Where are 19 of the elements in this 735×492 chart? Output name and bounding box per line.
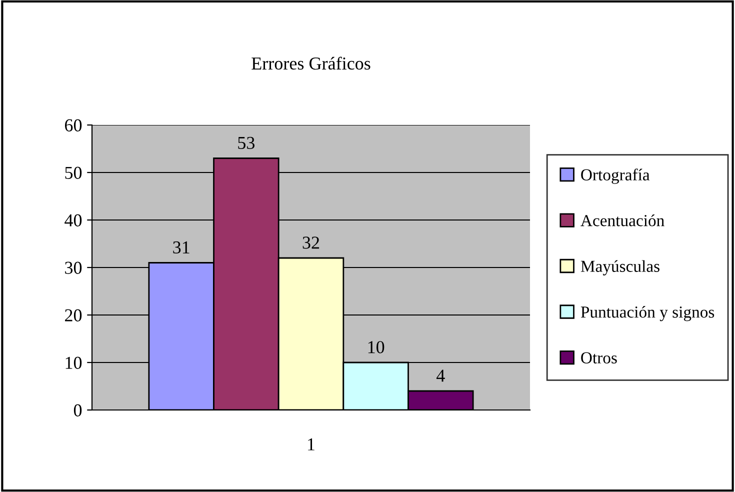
data-label: 4	[436, 370, 445, 382]
y-tick-label: 10	[66, 356, 82, 369]
legend-label: Otros	[581, 352, 617, 364]
data-label: 32	[302, 236, 320, 249]
data-label: 53	[238, 136, 254, 150]
y-tick-label: 30	[65, 262, 82, 274]
y-tick-label: 40	[64, 214, 82, 226]
x-tick-label: 1	[308, 438, 314, 450]
legend-label: Ortografía	[581, 168, 650, 184]
data-label: 10	[368, 341, 384, 354]
y-tick-label: 20	[65, 309, 82, 322]
y-tick-label: 50	[65, 166, 82, 179]
y-tick-label: 0	[74, 404, 82, 416]
y-tick-label: 60	[65, 119, 82, 132]
legend-label: Puntuación y signos	[580, 306, 714, 322]
chart-title: Errores Gráficos	[252, 56, 370, 70]
data-label: 31	[173, 241, 190, 254]
legend-label: Acentuación	[580, 214, 664, 226]
legend-label: Mayúsculas	[580, 260, 660, 276]
